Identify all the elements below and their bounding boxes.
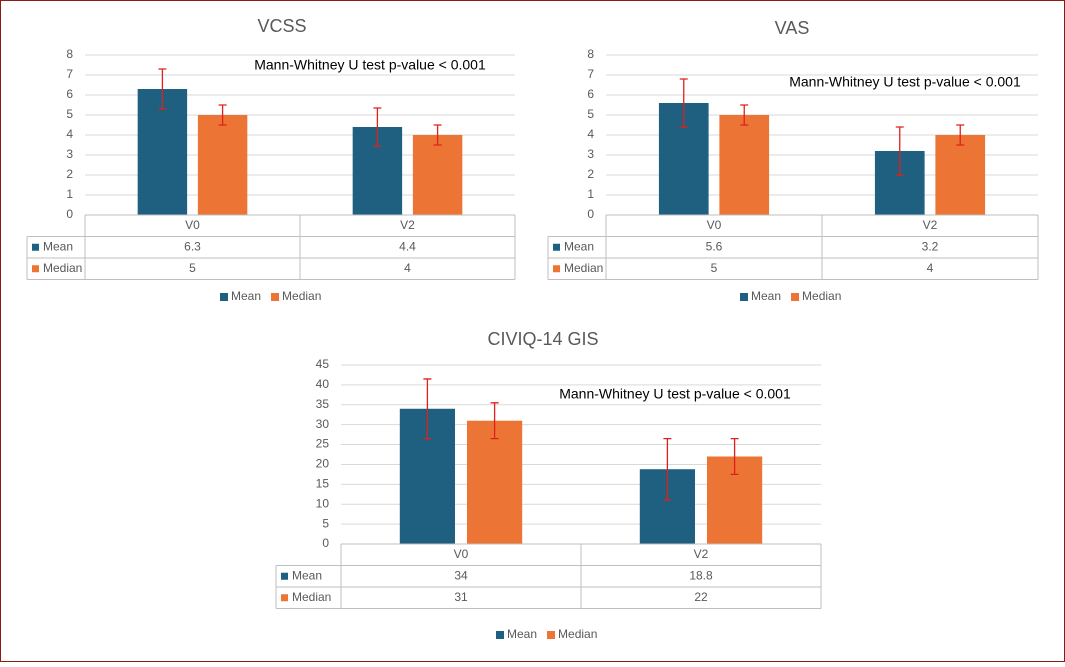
table-category: V0	[707, 218, 722, 232]
y-tick-label: 0	[322, 536, 329, 550]
y-tick-label: 45	[316, 357, 330, 371]
table-row-header: Mean	[43, 239, 73, 253]
annotation: Mann-Whitney U test p-value < 0.001	[254, 57, 486, 73]
legend-key	[791, 293, 800, 301]
bar	[935, 135, 986, 215]
y-tick-label: 5	[322, 516, 329, 530]
error-bar	[433, 124, 442, 146]
table-value: 5	[189, 261, 196, 275]
y-tick-label: 8	[66, 47, 73, 61]
table-key	[32, 243, 39, 251]
table-key	[32, 265, 39, 273]
table-value: 22	[694, 590, 708, 604]
legend-key	[547, 631, 556, 639]
table-key	[553, 265, 560, 273]
table-category: V2	[400, 218, 415, 232]
y-tick-label: 40	[316, 377, 330, 391]
y-tick-label: 7	[587, 67, 594, 81]
bar	[467, 420, 523, 544]
legend-key	[220, 293, 228, 301]
y-tick-label: 7	[66, 67, 73, 81]
y-tick-label: 25	[316, 437, 330, 451]
table-value: 5	[711, 261, 718, 275]
table-value: 4	[404, 261, 411, 275]
table-category: V0	[185, 218, 200, 232]
table-value: 4.4	[399, 239, 416, 253]
error-bar	[373, 107, 382, 147]
y-tick-label: 3	[587, 147, 594, 161]
y-tick-label: 5	[587, 107, 594, 121]
bar	[719, 115, 770, 215]
error-bar	[218, 104, 227, 126]
y-tick-label: 2	[66, 167, 73, 181]
y-tick-label: 0	[587, 207, 594, 221]
table-row-header: Median	[43, 261, 82, 275]
y-tick-label: 0	[66, 207, 73, 221]
table-row-header: Mean	[292, 568, 322, 582]
legend-label: Mean	[507, 627, 537, 641]
table-value: 18.8	[689, 568, 713, 582]
error-bar	[895, 126, 904, 176]
error-bar	[158, 68, 167, 110]
table-category: V2	[694, 547, 709, 561]
y-tick-label: 20	[316, 457, 330, 471]
chart-title: VAS	[775, 18, 810, 38]
bar	[137, 89, 188, 215]
y-tick-label: 4	[66, 127, 73, 141]
table-value: 31	[454, 590, 468, 604]
y-tick-label: 6	[66, 87, 73, 101]
error-bar	[423, 378, 432, 440]
legend-key	[496, 631, 504, 639]
error-bar	[730, 437, 739, 476]
error-bar	[740, 104, 749, 126]
table-category: V2	[923, 218, 938, 232]
y-tick-label: 30	[316, 417, 330, 431]
error-bar	[956, 124, 965, 146]
table-value: 6.3	[184, 239, 201, 253]
error-bar	[663, 437, 672, 501]
y-tick-label: 15	[316, 477, 330, 491]
y-tick-label: 2	[587, 167, 594, 181]
table-value: 4	[927, 261, 934, 275]
y-tick-label: 3	[66, 147, 73, 161]
y-tick-label: 1	[66, 187, 73, 201]
legend-label: Median	[558, 627, 597, 641]
chart-title: VCSS	[257, 16, 306, 36]
legend-label: Median	[802, 289, 841, 303]
legend-key	[740, 293, 748, 301]
chart-title: CIVIQ-14 GIS	[487, 329, 598, 349]
table-key	[281, 594, 288, 602]
error-bar	[490, 402, 499, 440]
y-tick-label: 8	[587, 47, 594, 61]
annotation: Mann-Whitney U test p-value < 0.001	[559, 386, 791, 402]
annotation: Mann-Whitney U test p-value < 0.001	[789, 74, 1021, 90]
y-tick-label: 35	[316, 397, 330, 411]
bar	[197, 115, 248, 215]
legend-label: Mean	[231, 289, 261, 303]
table-row-header: Median	[292, 590, 331, 604]
table-value: 3.2	[922, 239, 939, 253]
y-tick-label: 10	[316, 496, 330, 510]
legend-label: Mean	[751, 289, 781, 303]
table-row-header: Mean	[564, 239, 594, 253]
y-tick-label: 6	[587, 87, 594, 101]
table-key	[553, 243, 560, 251]
y-tick-label: 1	[587, 187, 594, 201]
y-tick-label: 5	[66, 107, 73, 121]
bar	[412, 135, 463, 215]
y-tick-label: 4	[587, 127, 594, 141]
table-value: 34	[454, 568, 468, 582]
error-bar	[679, 78, 688, 128]
table-key	[281, 572, 288, 580]
table-value: 5.6	[706, 239, 723, 253]
legend-key	[271, 293, 280, 301]
legend-label: Median	[282, 289, 321, 303]
table-row-header: Median	[564, 261, 603, 275]
table-category: V0	[454, 547, 469, 561]
